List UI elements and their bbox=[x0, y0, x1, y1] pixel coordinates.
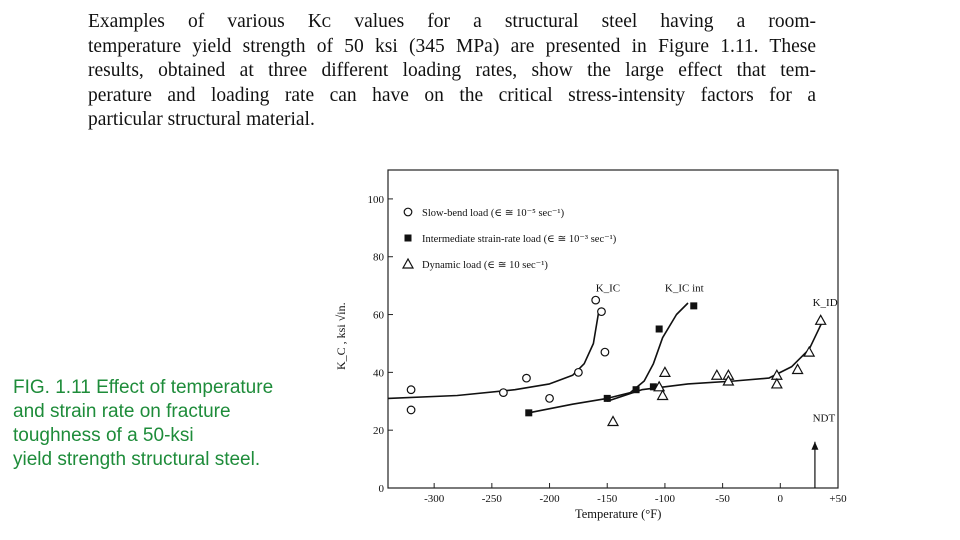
data-point-circle bbox=[597, 307, 606, 317]
trend-curve bbox=[528, 302, 689, 414]
annotation-label: K_IC int bbox=[665, 282, 704, 294]
legend-label: Dynamic load (∈ ≅ 10 sec⁻¹) bbox=[422, 260, 548, 271]
trend-curve bbox=[387, 308, 600, 400]
y-axis-label: K_C , ksi √in. bbox=[334, 302, 348, 370]
data-point-triangle bbox=[656, 389, 669, 401]
data-point-circle bbox=[545, 393, 554, 403]
data-point-circle bbox=[600, 347, 610, 357]
legend: Slow-bend load (∈ ≅ 10⁻⁵ sec⁻¹) Intermedi… bbox=[401, 207, 617, 271]
y-tick-label: 20 bbox=[373, 425, 385, 437]
fracture-toughness-chart: -300 -250 -200 -150 -100 -50 0 +50020406080100 … bbox=[334, 169, 848, 521]
x-tick-label: -50 bbox=[715, 493, 730, 505]
paragraph-line: perature and loading rate can have on th… bbox=[88, 84, 816, 106]
x-tick-label: -300 bbox=[424, 493, 445, 505]
legend-marker-triangle bbox=[401, 257, 415, 269]
data-point-square bbox=[603, 394, 611, 402]
data-point-circle bbox=[522, 373, 531, 383]
data-points bbox=[406, 295, 827, 427]
y-tick-label: 60 bbox=[373, 310, 385, 322]
data-point-triangle bbox=[653, 380, 666, 392]
paragraph-line: Examples of various Kᴄ values for a stru… bbox=[88, 11, 816, 32]
annotation-label: K_ID bbox=[813, 297, 838, 309]
paragraph-line: particular structural material. bbox=[88, 109, 315, 130]
x-tick-label: -100 bbox=[655, 493, 676, 505]
data-point-square bbox=[632, 386, 640, 394]
plot-frame bbox=[387, 169, 839, 489]
legend-label: Intermediate strain-rate load (∈ ≅ 10⁻³ … bbox=[422, 234, 617, 245]
data-point-triangle bbox=[658, 366, 671, 377]
data-point-triangle bbox=[710, 369, 723, 380]
x-axis-label: Temperature (°F) bbox=[575, 507, 661, 521]
x-tick-label: -200 bbox=[539, 493, 560, 505]
data-point-square bbox=[649, 383, 657, 391]
caption-line: yield strength structural steel. bbox=[13, 449, 261, 470]
data-point-square bbox=[525, 409, 533, 417]
caption-line: toughness of a 50-ksi bbox=[13, 425, 194, 446]
caption-line: and strain rate on fracture bbox=[13, 401, 231, 422]
annotation-label: K_IC bbox=[596, 282, 620, 294]
ndt-arrow-head bbox=[811, 441, 819, 450]
caption-line: FIG. 1.11 Effect of temperature bbox=[13, 377, 274, 398]
y-tick-label: 40 bbox=[373, 367, 385, 379]
y-tick-label: 100 bbox=[368, 194, 385, 206]
data-point-triangle bbox=[606, 415, 620, 427]
paragraph-line: results, obtained at three different loa… bbox=[88, 60, 816, 81]
x-tick-label: -150 bbox=[597, 493, 618, 505]
y-tick-label: 0 bbox=[379, 483, 385, 495]
data-point-square bbox=[690, 302, 698, 310]
body-paragraph: Examples of various Kᴄ values for a stru… bbox=[88, 10, 816, 133]
x-tick-label: +50 bbox=[829, 493, 847, 505]
data-point-circle bbox=[406, 385, 416, 395]
x-tick-label: 0 bbox=[778, 493, 784, 505]
data-point-triangle bbox=[722, 374, 735, 386]
annotation-label: NDT bbox=[813, 413, 836, 425]
legend-label: Slow-bend load (∈ ≅ 10⁻⁵ sec⁻¹) bbox=[422, 208, 565, 219]
annotations: K_IC K_IC int K_ID NDT bbox=[596, 282, 838, 488]
legend-marker-square bbox=[404, 234, 412, 242]
x-tick-label: -250 bbox=[482, 493, 503, 505]
paragraph-line: temperature yield strength of 50 ksi (34… bbox=[88, 35, 816, 57]
data-point-circle bbox=[406, 405, 416, 415]
legend-marker-circle bbox=[403, 207, 413, 217]
data-point-circle bbox=[498, 388, 508, 398]
y-tick-label: 80 bbox=[373, 252, 385, 264]
data-point-triangle bbox=[770, 377, 783, 389]
axes: -300 -250 -200 -150 -100 -50 0 +50 0 20 40 60 80 100 bbox=[368, 194, 848, 505]
data-point-triangle bbox=[803, 345, 816, 357]
data-point-triangle bbox=[791, 363, 804, 375]
figure-caption: FIG. 1.11 Effect of temperature and stra… bbox=[13, 376, 333, 472]
data-point-circle bbox=[591, 295, 601, 305]
data-point-circle bbox=[573, 367, 583, 377]
data-point-square bbox=[655, 325, 663, 333]
data-point-triangle bbox=[814, 314, 827, 325]
